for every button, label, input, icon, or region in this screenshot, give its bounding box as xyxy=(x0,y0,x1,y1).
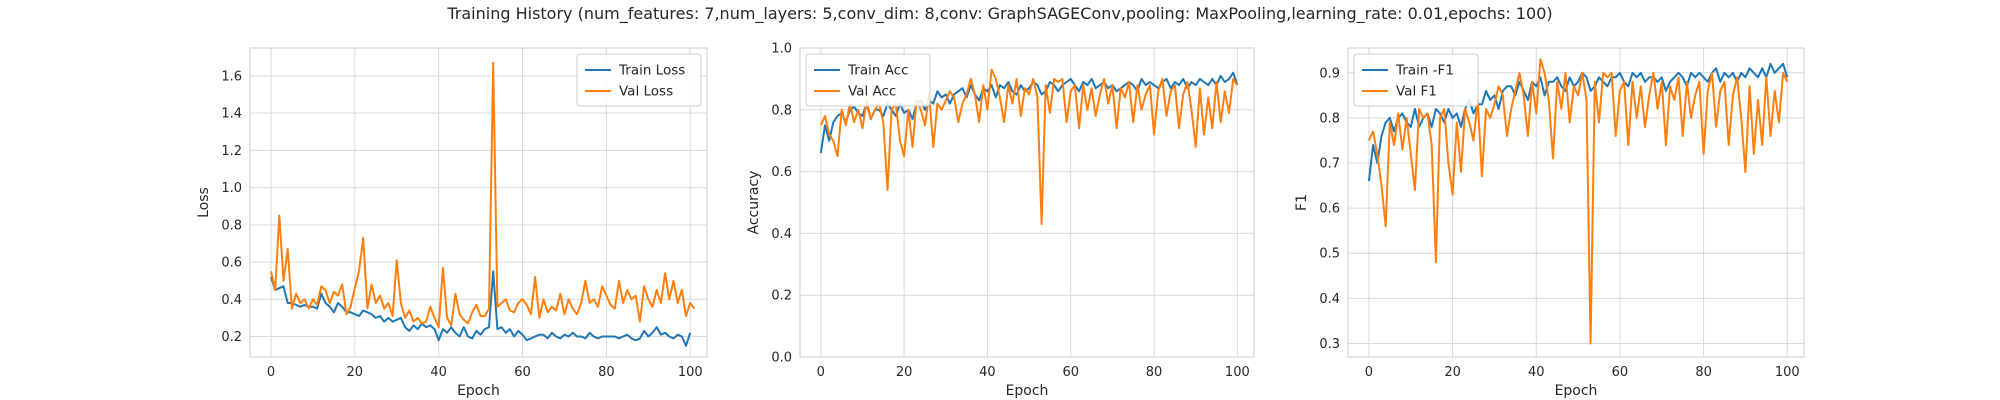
legend-label: Val F1 xyxy=(1396,84,1437,100)
y-tick-label: 0.6 xyxy=(1319,202,1340,217)
y-tick-label: 1.6 xyxy=(221,69,242,84)
x-tick-label: 20 xyxy=(1444,365,1461,380)
legend-label: Val Acc xyxy=(848,84,896,100)
y-tick-label: 1.2 xyxy=(221,144,242,159)
chart-panel-2: 0 20 40 60 80 100 0.0 0.2 0.4 0.6 0.8 1.0 Epoch Accur… xyxy=(746,42,1255,399)
legend: Train -F1 Val F1 xyxy=(1353,53,1479,107)
series-line-val xyxy=(1367,58,1789,345)
legend: Train Loss Val Loss xyxy=(576,53,702,107)
x-tick-label: 100 xyxy=(678,365,703,380)
series-line-val xyxy=(270,61,696,329)
y-tick-label: 0.4 xyxy=(1319,292,1340,307)
x-axis-label: Epoch xyxy=(1555,383,1598,399)
series-line-train xyxy=(270,270,692,347)
y-tick-label: 0.2 xyxy=(771,289,792,304)
x-tick-label: 40 xyxy=(430,365,447,380)
y-tick-label: 0.9 xyxy=(1319,66,1340,81)
y-tick-label: 0.3 xyxy=(1319,337,1340,352)
x-tick-label: 0 xyxy=(817,365,825,380)
chart-panel-3: 0 20 40 60 80 100 0.3 0.4 0.5 0.6 0.7 0.8 0.9 Epoch F1… xyxy=(1294,47,1805,399)
x-tick-label: 40 xyxy=(979,365,996,380)
legend-label: Val Loss xyxy=(619,84,673,100)
chart-panel-1: 0 20 40 60 80 100 0.2 0.4 0.6 0.8 1.0 1.2 1.4 1.6 Epoc… xyxy=(196,47,708,399)
x-tick-label: 40 xyxy=(1528,365,1545,380)
x-axis-label: Epoch xyxy=(1006,383,1049,399)
figure-title: Training History (num_features: 7,num_la… xyxy=(447,4,1553,23)
y-tick-label: 0.8 xyxy=(1319,111,1340,126)
y-tick-label: 0.8 xyxy=(221,218,242,233)
y-tick-label: 0.7 xyxy=(1319,157,1340,172)
legend-label: Train Loss xyxy=(618,63,685,79)
x-tick-label: 60 xyxy=(514,365,531,380)
x-tick-label: 100 xyxy=(1775,365,1800,380)
y-axis-label: F1 xyxy=(1294,194,1310,211)
y-axis-label: Accuracy xyxy=(746,171,762,235)
plot-frame xyxy=(799,47,1255,358)
series-line-train xyxy=(819,71,1239,154)
series-line-train xyxy=(1367,62,1789,182)
x-tick-label: 20 xyxy=(896,365,913,380)
x-axis-label: Epoch xyxy=(457,383,500,399)
x-tick-label: 80 xyxy=(598,365,615,380)
y-tick-label: 0.5 xyxy=(1319,247,1340,262)
legend-label: Train Acc xyxy=(847,63,909,79)
series-line-val xyxy=(819,68,1239,226)
y-tick-label: 0.6 xyxy=(221,256,242,271)
x-tick-label: 100 xyxy=(1225,365,1250,380)
legend-box xyxy=(805,53,931,107)
x-tick-label: 60 xyxy=(1062,365,1079,380)
x-tick-label: 0 xyxy=(267,365,275,380)
x-tick-label: 80 xyxy=(1695,365,1712,380)
y-tick-label: 0.6 xyxy=(771,165,792,180)
x-tick-label: 80 xyxy=(1146,365,1163,380)
y-tick-label: 0.0 xyxy=(771,351,792,366)
y-tick-label: 0.8 xyxy=(771,103,792,118)
legend-box xyxy=(1353,53,1479,107)
y-tick-label: 0.2 xyxy=(221,330,242,345)
plot-frame xyxy=(1347,47,1805,358)
plot-frame xyxy=(249,47,708,358)
x-tick-label: 60 xyxy=(1612,365,1629,380)
y-tick-label: 1.0 xyxy=(221,181,242,196)
legend: Train Acc Val Acc xyxy=(805,53,931,107)
y-tick-label: 1.0 xyxy=(771,42,792,57)
legend-label: Train -F1 xyxy=(1395,63,1454,79)
y-tick-label: 1.4 xyxy=(221,107,242,122)
y-tick-label: 0.4 xyxy=(221,293,242,308)
x-tick-label: 20 xyxy=(347,365,364,380)
legend-box xyxy=(576,53,702,107)
x-tick-label: 0 xyxy=(1365,365,1373,380)
y-axis-label: Loss xyxy=(196,187,212,218)
y-tick-label: 0.4 xyxy=(771,227,792,242)
